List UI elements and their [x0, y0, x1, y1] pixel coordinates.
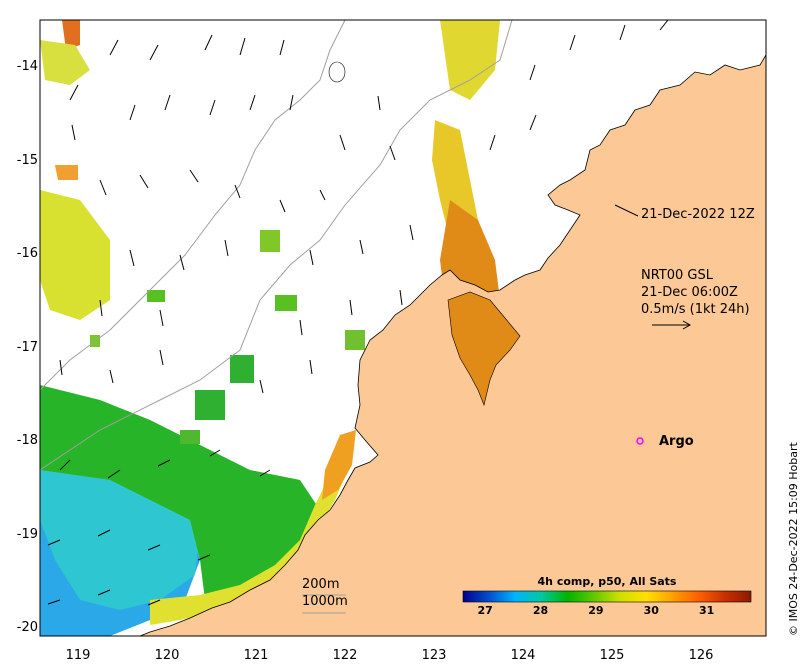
sst-patch-north-orange — [62, 20, 80, 50]
lon-tick: 122 — [332, 648, 358, 663]
date-label: 21-Dec-2022 12Z — [641, 207, 755, 222]
lon-tick: 125 — [599, 648, 625, 663]
colorbar-title: 4h comp, p50, All Sats — [537, 575, 677, 588]
colorbar-bar — [462, 590, 752, 603]
argo-label: Argo — [659, 434, 694, 449]
sst-cell — [275, 295, 297, 311]
lon-tick: 123 — [421, 648, 447, 663]
sst-patch-kingsound-inner — [447, 291, 521, 406]
sst-cell — [345, 330, 365, 350]
sst-cell — [195, 390, 225, 420]
sst-cell — [180, 430, 200, 444]
island — [328, 61, 346, 83]
sst-cell — [260, 230, 280, 252]
lon-tick: 121 — [243, 648, 269, 663]
lat-tick: -19 — [16, 527, 38, 542]
argo-marker — [636, 437, 644, 445]
lat-tick: -15 — [16, 153, 38, 168]
lon-tick: 124 — [510, 648, 536, 663]
isobath-200m-label: 200m — [302, 577, 340, 592]
colorbar-tick-label: 28 — [532, 604, 549, 617]
lat-tick: -18 — [16, 433, 38, 448]
lon-tick: 119 — [65, 648, 91, 663]
lat-tick: -16 — [16, 246, 38, 261]
sst-patch-southwest-green — [40, 385, 320, 600]
sst-patch-nw-orange — [55, 165, 78, 180]
credit-text: © IMOS 24-Dec-2022 15:09 Hobart — [787, 442, 800, 636]
gsl-time: 21-Dec 06:00Z — [641, 285, 738, 300]
plot-frame — [39, 19, 767, 637]
colorbar-tick-label: 31 — [699, 604, 715, 617]
sst-cell — [230, 355, 254, 383]
lat-tick: -17 — [16, 340, 38, 355]
colorbar-tick-label: 30 — [643, 604, 659, 617]
date-pointer-line — [614, 204, 639, 217]
sst-patch-top-yellow — [440, 20, 500, 100]
lat-tick: -20 — [16, 620, 38, 635]
gsl-current-vectors — [47, 20, 669, 606]
sst-patch-north-yellow — [40, 40, 90, 85]
gsl-scale-arrow — [652, 320, 692, 330]
isobath-200m — [40, 20, 513, 471]
lon-tick: 126 — [688, 648, 714, 663]
isobath-1000m-label: 1000m — [302, 594, 348, 609]
colorbar-tick-label: 27 — [477, 604, 493, 617]
sst-cell — [147, 290, 165, 302]
lon-tick: 120 — [154, 648, 180, 663]
sst-patch-coast-orange — [322, 430, 356, 500]
lat-tick: -14 — [16, 59, 38, 74]
isobath-1000m — [40, 20, 346, 391]
land-mainland — [139, 54, 766, 636]
colorbar-tick-label: 29 — [588, 604, 604, 617]
sst-patch-nw-yellow — [40, 190, 110, 320]
gsl-scale-label: 0.5m/s (1kt 24h) — [641, 302, 750, 317]
gsl-title: NRT00 GSL — [641, 268, 713, 283]
